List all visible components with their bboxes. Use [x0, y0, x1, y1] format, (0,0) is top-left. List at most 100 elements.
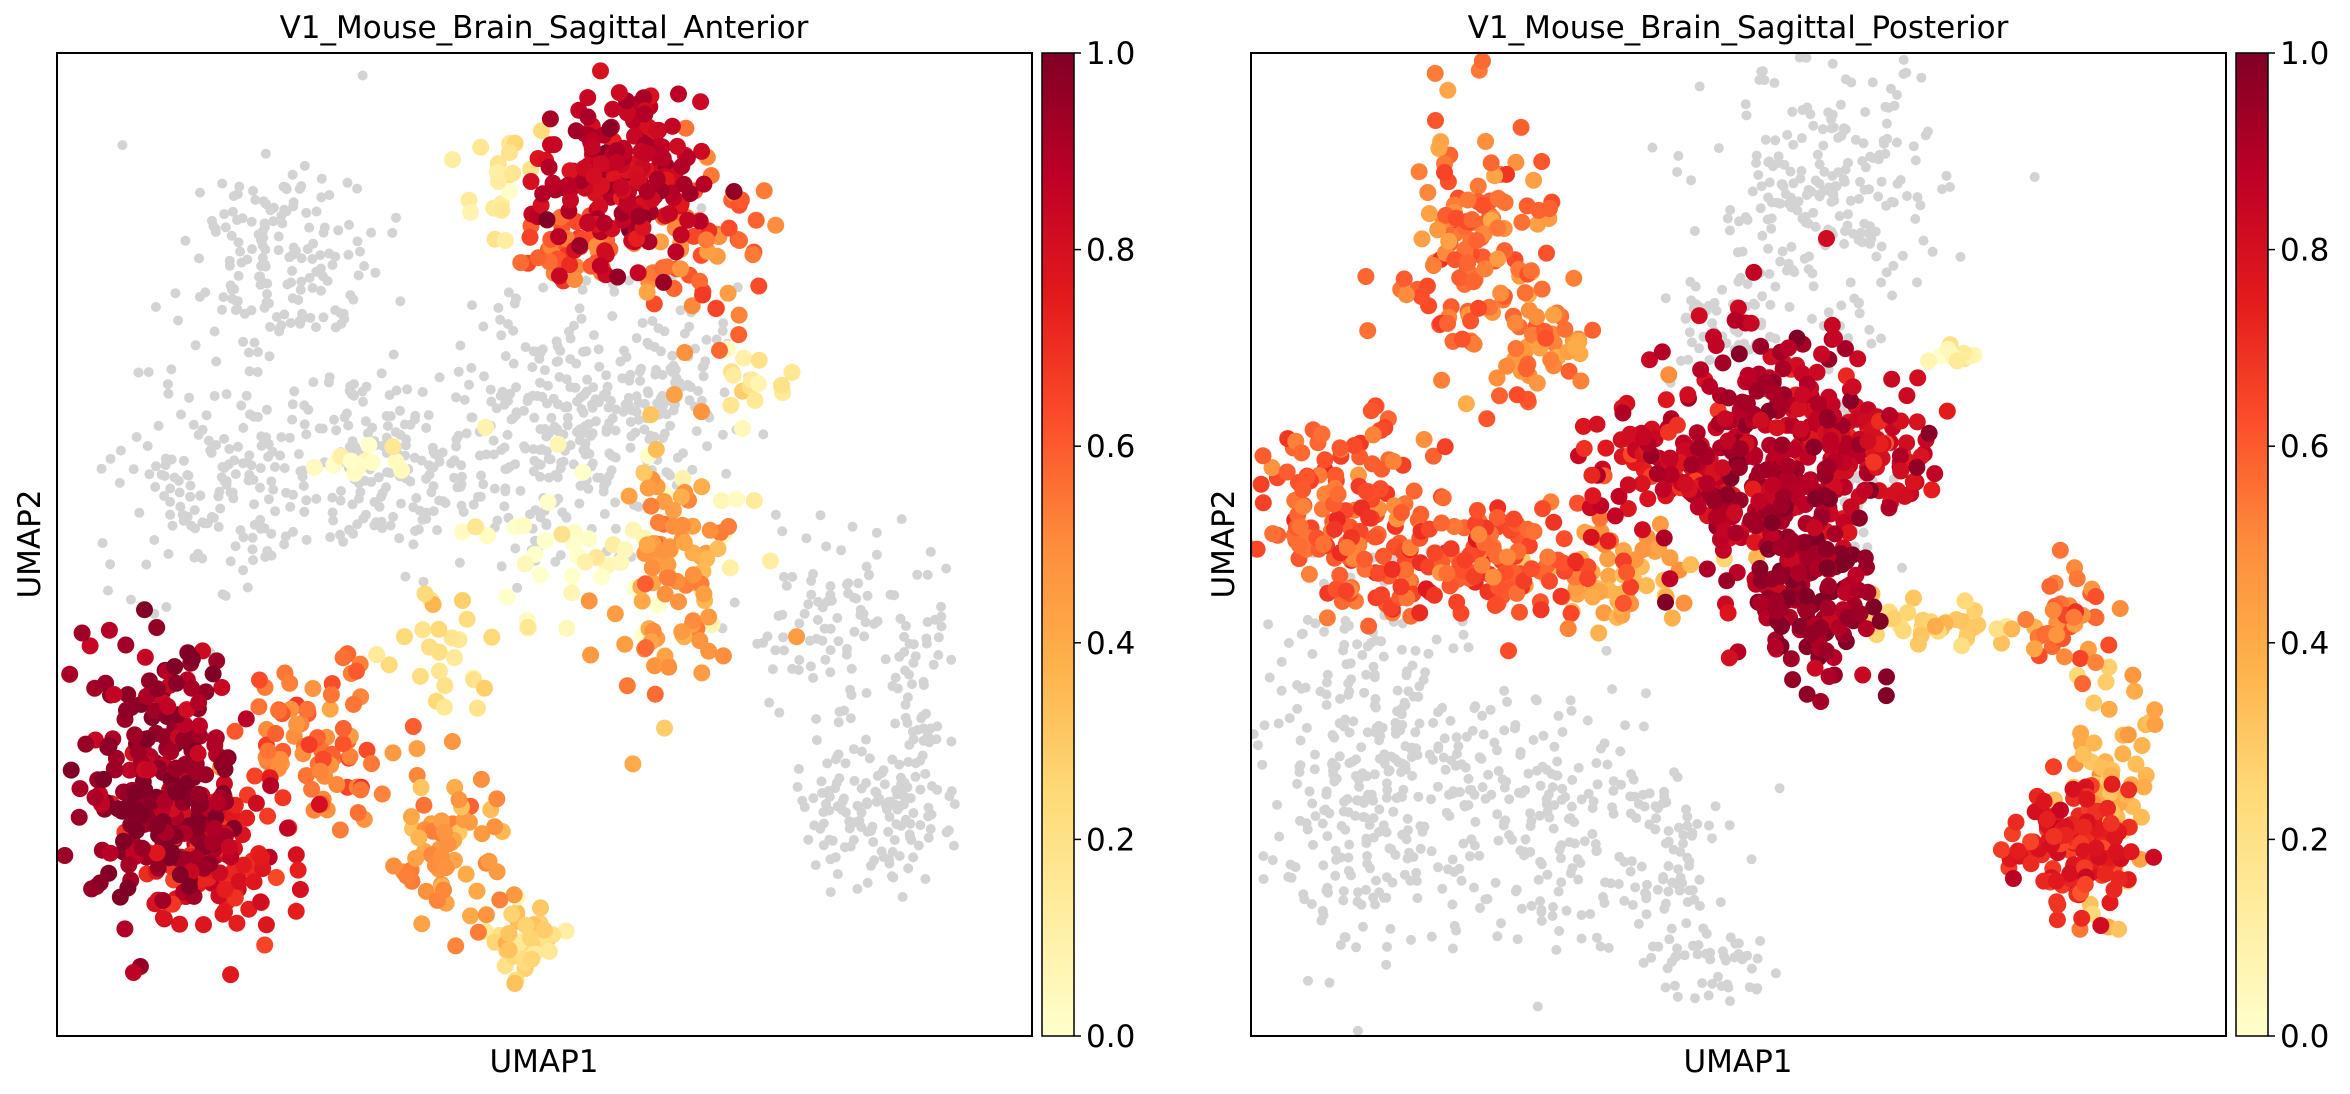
cell-point-unexpressed [833, 636, 844, 647]
cell-point-unexpressed [458, 506, 469, 517]
cell-point-unexpressed [610, 497, 621, 508]
cell-point [1908, 458, 1926, 476]
cell-point-unexpressed [915, 820, 926, 831]
cell-point [488, 790, 506, 808]
cell-point-unexpressed [217, 178, 228, 189]
cell-point [472, 770, 490, 788]
cell-point [700, 608, 718, 626]
cell-point-unexpressed [301, 534, 312, 545]
cell-point-unexpressed [197, 517, 208, 528]
cell-point-unexpressed [1536, 915, 1547, 926]
cell-point [2092, 917, 2110, 934]
cell-point [1707, 337, 1725, 354]
cell-point-unexpressed [1705, 954, 1716, 965]
cell-point [416, 585, 434, 603]
cell-point-unexpressed [921, 638, 932, 649]
cell-point-unexpressed [370, 267, 381, 278]
cell-point-unexpressed [1598, 892, 1608, 902]
cell-point-unexpressed [1638, 957, 1649, 968]
cell-point-unexpressed [653, 323, 664, 334]
cell-point-unexpressed [779, 571, 789, 582]
cell-point [1478, 410, 1496, 428]
cell-point-unexpressed [642, 337, 653, 348]
cell-point-unexpressed [341, 408, 352, 419]
cell-point-unexpressed [884, 858, 895, 869]
cell-point-unexpressed [459, 394, 470, 405]
cell-point-unexpressed [880, 654, 891, 665]
cell-point-unexpressed [1692, 819, 1703, 829]
cell-point-unexpressed [1730, 938, 1741, 949]
cell-point-unexpressed [287, 250, 298, 261]
cell-point [1818, 230, 1835, 247]
cell-point-unexpressed [1477, 710, 1488, 721]
cell-point-unexpressed [1361, 669, 1372, 680]
cell-point-unexpressed [913, 840, 924, 851]
cell-point [1805, 438, 1823, 456]
colorbar-tick-label: 1.0 [2280, 36, 2329, 72]
cell-point-unexpressed [1647, 142, 1658, 153]
cell-point-unexpressed [491, 403, 502, 414]
cell-point-unexpressed [815, 510, 826, 521]
cell-point-unexpressed [1836, 300, 1847, 311]
cell-point-unexpressed [883, 826, 894, 837]
cell-point [154, 892, 172, 909]
panel-anterior: V1_Mouse_Brain_Sagittal_Anterior UMAP1 U… [12, 10, 1135, 1080]
cell-point [1254, 447, 1272, 465]
cell-point-unexpressed [1807, 313, 1817, 324]
cell-point-unexpressed [856, 783, 867, 794]
cell-point-unexpressed [811, 714, 822, 724]
cell-point-unexpressed [1392, 685, 1403, 696]
cell-point-unexpressed [237, 213, 248, 224]
cell-point-unexpressed [391, 212, 401, 223]
cell-point-unexpressed [1843, 209, 1854, 220]
cell-point-unexpressed [832, 613, 843, 623]
cell-point-unexpressed [793, 764, 804, 774]
cell-point [414, 621, 432, 639]
cell-point [1720, 389, 1737, 407]
cell-point [695, 585, 713, 603]
cell-point-unexpressed [478, 321, 489, 332]
cell-point-unexpressed [1357, 768, 1368, 779]
cell-point [334, 735, 352, 753]
cell-point [684, 566, 702, 584]
cell-point-unexpressed [426, 487, 437, 498]
cell-point-unexpressed [1496, 918, 1506, 929]
cell-point-unexpressed [1573, 762, 1584, 773]
cell-point [2022, 855, 2040, 873]
cell-point-unexpressed [1639, 801, 1650, 812]
cell-point [119, 686, 137, 704]
cell-point-unexpressed [268, 484, 279, 495]
cell-point-unexpressed [1658, 872, 1669, 882]
cell-point-unexpressed [845, 713, 856, 724]
cell-point-unexpressed [871, 527, 882, 538]
cell-point [1293, 444, 1311, 462]
cell-point [1716, 410, 1734, 428]
cell-point-unexpressed [554, 372, 565, 382]
cell-point-unexpressed [1576, 910, 1587, 921]
cell-point-unexpressed [1660, 838, 1671, 849]
cell-point-unexpressed [1857, 237, 1868, 248]
cell-point-unexpressed [1453, 741, 1464, 752]
cell-point-unexpressed [868, 837, 879, 847]
cell-point [1327, 466, 1345, 484]
cell-point-unexpressed [385, 468, 396, 478]
cell-point [607, 153, 625, 171]
cell-point [1920, 424, 1938, 442]
cell-point-unexpressed [590, 416, 601, 427]
cell-point [2075, 818, 2093, 836]
cell-point-unexpressed [1461, 731, 1472, 742]
cell-point-unexpressed [360, 416, 371, 427]
cell-point-unexpressed [1538, 730, 1549, 741]
cell-point [668, 137, 686, 155]
cell-point-unexpressed [1413, 691, 1424, 702]
cell-point-unexpressed [1301, 722, 1312, 733]
cell-point [692, 93, 710, 111]
cell-point [237, 710, 255, 728]
cell-point [1668, 416, 1686, 434]
cell-point-unexpressed [268, 216, 279, 227]
cell-point-unexpressed [279, 539, 290, 550]
cell-point [360, 436, 378, 454]
cell-point [544, 174, 562, 192]
colorbar: 0.00.20.40.60.81.0 [1041, 36, 1135, 1055]
cell-point-unexpressed [224, 260, 235, 271]
